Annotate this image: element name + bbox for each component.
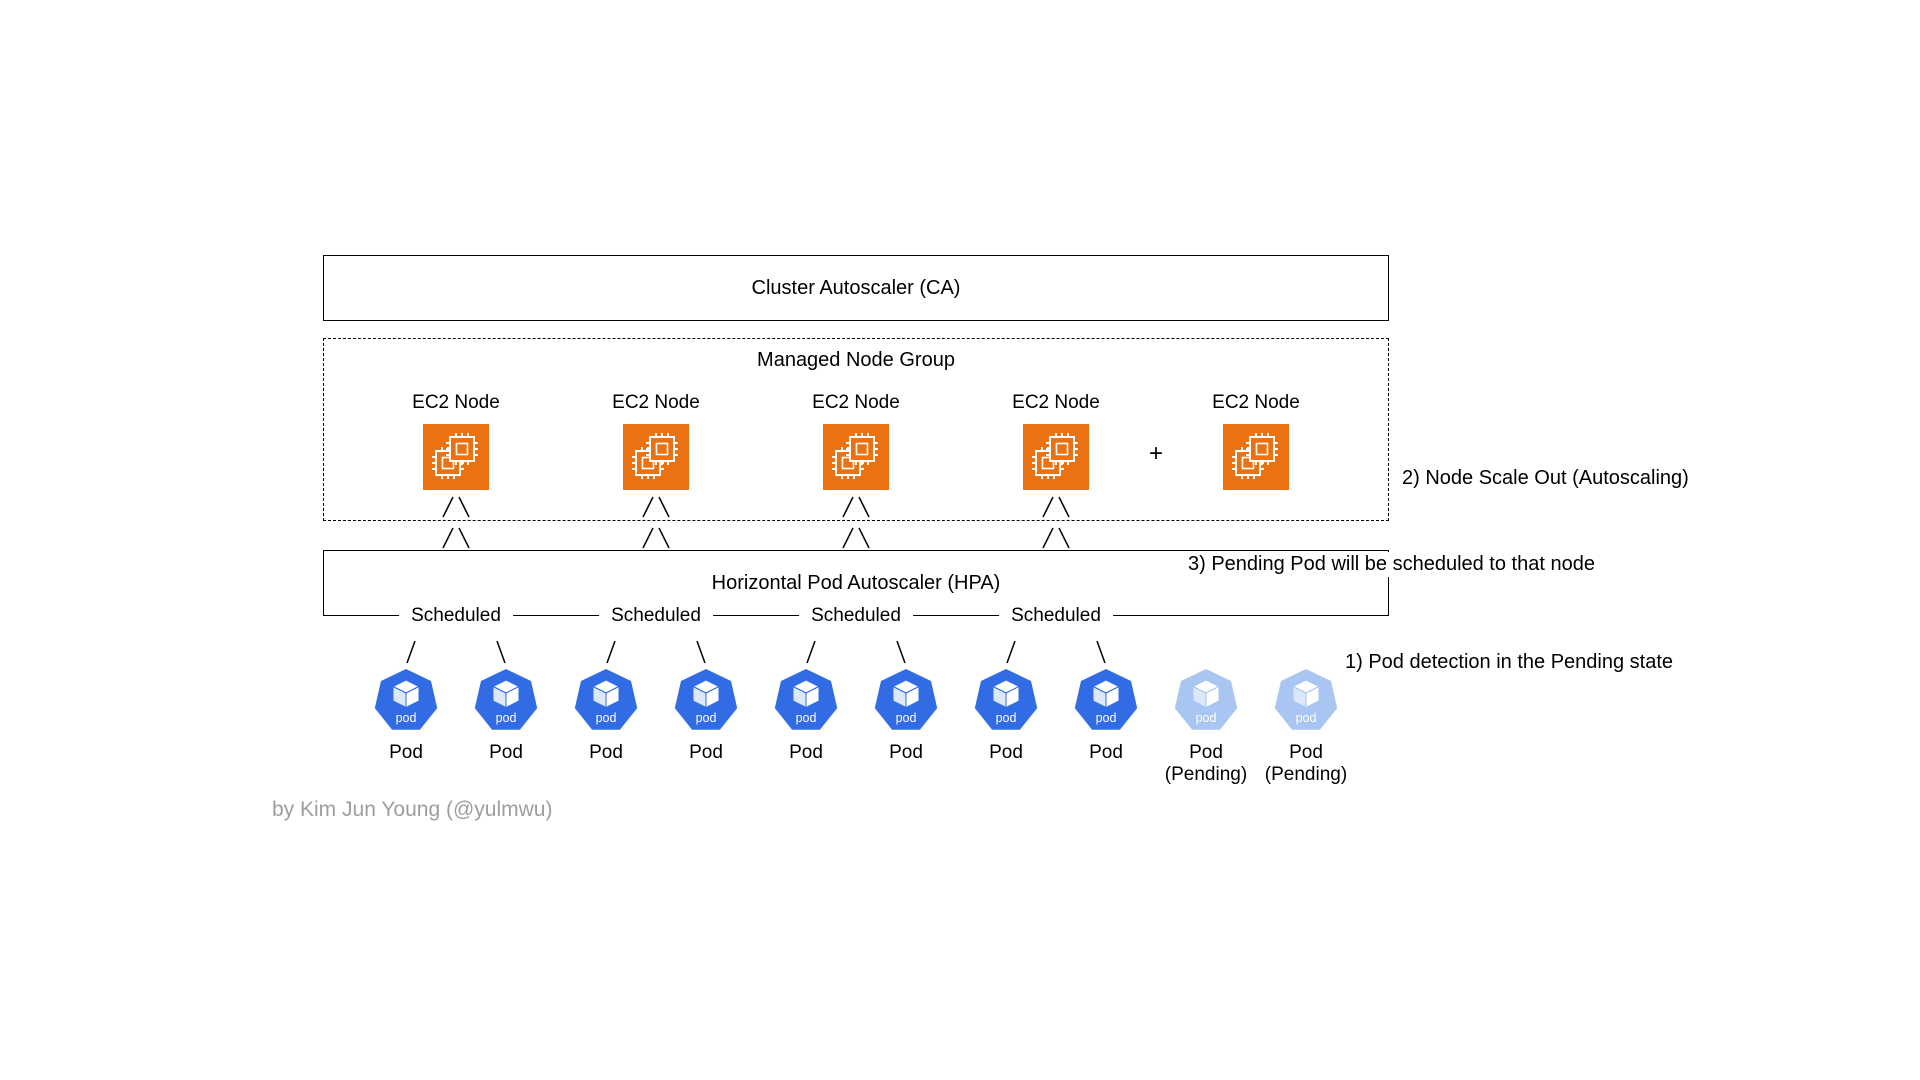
pod-column: pod Pod [956,667,1056,764]
pod-column: pod Pod [756,667,856,764]
pod-column: pod Pod [456,667,556,764]
pod-icon: pod [774,669,838,730]
pod-sublabel: (Pending) [1264,764,1348,785]
annotation-pod-scheduled: 3) Pending Pod will be scheduled to that… [1180,552,1603,577]
svg-text:pod: pod [1096,711,1117,725]
pod-label: Pod [489,742,523,763]
connector-slash [406,640,416,664]
svg-text:pod: pod [896,711,917,725]
connector-slash [642,527,654,549]
connector-slash [496,640,506,664]
hpa-label: Horizontal Pod Autoscaler (HPA) [711,571,1001,594]
pod-column: pod Pod [556,667,656,764]
svg-text:pod: pod [696,711,717,725]
pod-icon: pod [1074,669,1138,730]
managed-node-group-label: Managed Node Group [757,349,955,371]
connector-slash [1096,640,1106,664]
pod-sublabel: (Pending) [1164,764,1248,785]
svg-text:pod: pod [796,711,817,725]
managed-node-group-box: Managed Node Group [323,338,1389,521]
pod-label: Pod [1189,742,1223,763]
connector-slash [442,527,454,549]
pod-label: Pod [789,742,823,763]
connector-slash [1042,527,1054,549]
svg-text:pod: pod [496,711,517,725]
svg-text:pod: pod [396,711,417,725]
svg-text:pod: pod [1296,711,1317,725]
credit-text: by Kim Jun Young (@yulmwu) [272,798,553,821]
svg-text:pod: pod [1196,711,1217,725]
pod-column: pod Pod (Pending) [1156,667,1256,786]
pod-label: Pod [589,742,623,763]
connector-slash [1058,527,1070,549]
pod-icon: pod [674,669,738,730]
connector-slash [842,527,854,549]
pod-icon: pod [374,669,438,730]
connector-slash [458,527,470,549]
pod-label: Pod [889,742,923,763]
pod-label: Pod [989,742,1023,763]
pod-pending-icon: pod [1274,669,1338,730]
cluster-autoscaler-label: Cluster Autoscaler (CA) [751,276,961,299]
annotation-node-scale-out: 2) Node Scale Out (Autoscaling) [1402,467,1689,489]
svg-text:pod: pod [596,711,617,725]
pod-column: pod Pod [356,667,456,764]
connector-slash [896,640,906,664]
connector-slash [858,527,870,549]
pod-icon: pod [474,669,538,730]
connector-slash [806,640,816,664]
connector-slash [696,640,706,664]
connector-slash [1006,640,1016,664]
pod-column: pod Pod [656,667,756,764]
pod-label: Pod [1089,742,1123,763]
pod-label: Pod [689,742,723,763]
cluster-autoscaler-box: Cluster Autoscaler (CA) [323,255,1389,321]
pod-icon: pod [574,669,638,730]
pod-icon: pod [974,669,1038,730]
pod-column: pod Pod (Pending) [1256,667,1356,786]
pod-label: Pod [1289,742,1323,763]
connector-slash [606,640,616,664]
plus-sign: + [1148,440,1164,467]
pod-pending-icon: pod [1174,669,1238,730]
pod-label: Pod [389,742,423,763]
connector-slash [658,527,670,549]
annotation-pod-detection: 1) Pod detection in the Pending state [1345,651,1674,673]
svg-text:pod: pod [996,711,1017,725]
pod-icon: pod [874,669,938,730]
pod-column: pod Pod [856,667,956,764]
pod-column: pod Pod [1056,667,1156,764]
